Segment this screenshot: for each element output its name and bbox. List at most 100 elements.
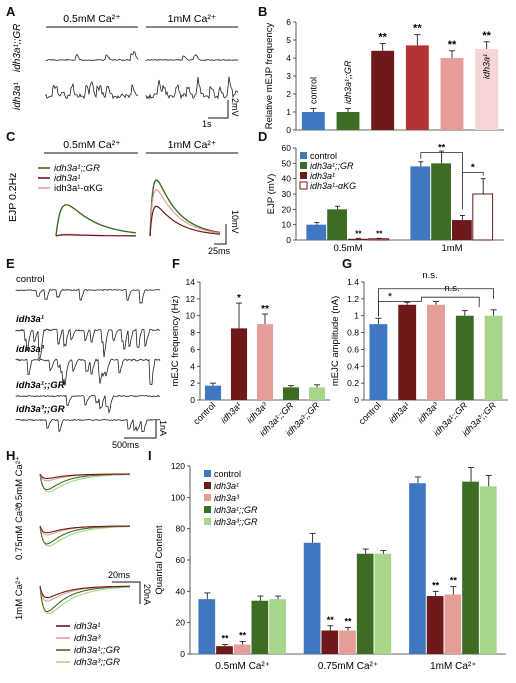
panel-e-trace-idh3a1-gr (15, 394, 161, 414)
g-bar (369, 324, 388, 400)
d-bar (472, 193, 494, 241)
d-ytick-label: 20 (282, 204, 292, 214)
d-bar (410, 166, 431, 240)
panel-h-scale-amp: 20nA (142, 584, 152, 605)
i-significance: ** (344, 616, 352, 626)
i-bar (269, 599, 286, 654)
i-significance: ** (239, 630, 247, 640)
f-ytick-label: 6 (190, 344, 195, 354)
b-ytick-label: 3 (286, 71, 291, 81)
d-ytick-label: 60 (282, 143, 292, 153)
panel-c-trace-gr-high (149, 179, 221, 237)
b-ytick-label: 5 (286, 35, 291, 45)
d-significance: ** (355, 229, 362, 238)
d-ytick-label: 10 (282, 220, 292, 230)
d-legend-label: idh3a¹;;GR (310, 161, 354, 171)
i-category-label: 0.75mM Ca²⁺ (318, 661, 378, 672)
d-bar (327, 209, 347, 240)
panel-a-condition-2: 1mM Ca²⁺ (168, 13, 217, 25)
panel-c-legend-2: idh3a¹ (54, 173, 80, 184)
panel-c-scale-time: 25ms (208, 246, 231, 256)
b-ytick-label: 1 (286, 107, 291, 117)
panel-a-trace-mut-low (45, 81, 139, 100)
d-legend-label: control (310, 151, 337, 161)
d-bracket-label-2: * (471, 163, 475, 174)
g-ytick-label: 0.4 (347, 361, 359, 371)
b-significance: ** (448, 39, 457, 51)
panel-g-star: * (388, 291, 393, 303)
panel-letter-b: B (258, 4, 267, 19)
i-bar (374, 553, 392, 654)
b-ytick-label: 0 (286, 125, 291, 135)
d-bracket-1 (420, 152, 463, 210)
b-significance: ** (378, 32, 387, 44)
f-bar (204, 385, 222, 400)
i-legend-swatch (204, 470, 211, 477)
d-bar (348, 238, 368, 240)
i-ylabel: Quantal Content (154, 525, 165, 595)
b-significance: ** (482, 30, 491, 42)
panel-h-condition-1: 0.5mM Ca²⁺ (14, 456, 25, 508)
i-legend-label: control (214, 469, 241, 479)
i-ytick-label: 20 (176, 618, 186, 628)
b-category-label: idh3a¹;;GR (343, 60, 353, 104)
i-significance: ** (327, 615, 335, 625)
g-ytick-label: 0.2 (347, 378, 359, 388)
b-bar (440, 58, 464, 130)
d-bracket-label-1: ** (438, 143, 446, 153)
d-bracket-2 (462, 172, 484, 176)
panel-letter-g: G (342, 256, 352, 271)
panel-a-scale-amp: 2mV (230, 98, 240, 117)
g-bracket-ns-2 (421, 296, 480, 308)
b-category-label: idh3a¹ (482, 54, 492, 79)
panel-e-trace-idh3a3 (15, 358, 161, 386)
panel-a-trace-mut-high (145, 76, 239, 100)
d-category-label: 0.5mM (333, 243, 362, 254)
b-ytick-label: 2 (286, 89, 291, 99)
panel-e-row-label-2: idh3a¹ (16, 314, 45, 325)
panel-h-legend-1: idh3a¹ (74, 621, 100, 632)
i-legend-swatch (204, 506, 211, 513)
i-bar (216, 646, 233, 654)
g-bar (484, 315, 503, 400)
i-significance: ** (432, 580, 440, 590)
panel-b-chart: 0 1 2 3 4 5 6 Relative mEJP frequency control idh… (264, 17, 504, 135)
panel-c-condition-1: 0.5mM Ca²⁺ (63, 139, 121, 151)
f-ytick-label: 8 (190, 328, 195, 338)
g-ytick-label: 0 (354, 395, 359, 405)
d-legend-swatch (299, 181, 308, 190)
panel-a-trace-gr-high (145, 53, 239, 62)
d-ytick-label: 30 (282, 189, 292, 199)
i-bar (198, 599, 216, 654)
panel-h-scale-time: 20ms (108, 570, 131, 580)
i-significance: ** (221, 634, 229, 644)
panel-letter-h: H (6, 448, 15, 463)
i-bar (251, 600, 269, 654)
panel-c-legend-1: idh3a¹;;GR (54, 163, 100, 174)
i-legend-label: idh3a³ (214, 493, 240, 503)
panel-e-trace-idh3a3-gr (15, 418, 161, 433)
panel-h-legend-4: idh3a³;;GR (74, 657, 120, 668)
f-bar (230, 328, 248, 400)
b-ytick-label: 4 (286, 53, 291, 63)
panel-a-condition-1: 0.5mM Ca²⁺ (63, 13, 121, 25)
panel-e-row-label-3: idh3a³ (16, 344, 45, 355)
panel-letter-c: C (6, 129, 16, 144)
f-significance: ** (261, 304, 269, 315)
d-bar (368, 238, 390, 241)
d-legend-swatch (300, 162, 307, 169)
d-category-label: 1mM (441, 243, 462, 254)
i-bar (321, 630, 339, 654)
d-legend-swatch (300, 152, 307, 159)
panel-h-legend-2: idh3a³ (74, 633, 101, 644)
f-ytick-label: 12 (186, 294, 196, 304)
i-legend-label: idh3a¹;;GR (214, 505, 258, 515)
b-ylabel: Relative mEJP frequency (264, 23, 275, 130)
i-bar (339, 630, 356, 654)
f-ytick-label: 2 (190, 378, 195, 388)
panel-c-trace-gr-low (55, 204, 137, 237)
panel-g-ns-1: n.s. (422, 270, 437, 281)
i-bar (303, 542, 321, 654)
panel-letter-a: A (6, 4, 16, 19)
